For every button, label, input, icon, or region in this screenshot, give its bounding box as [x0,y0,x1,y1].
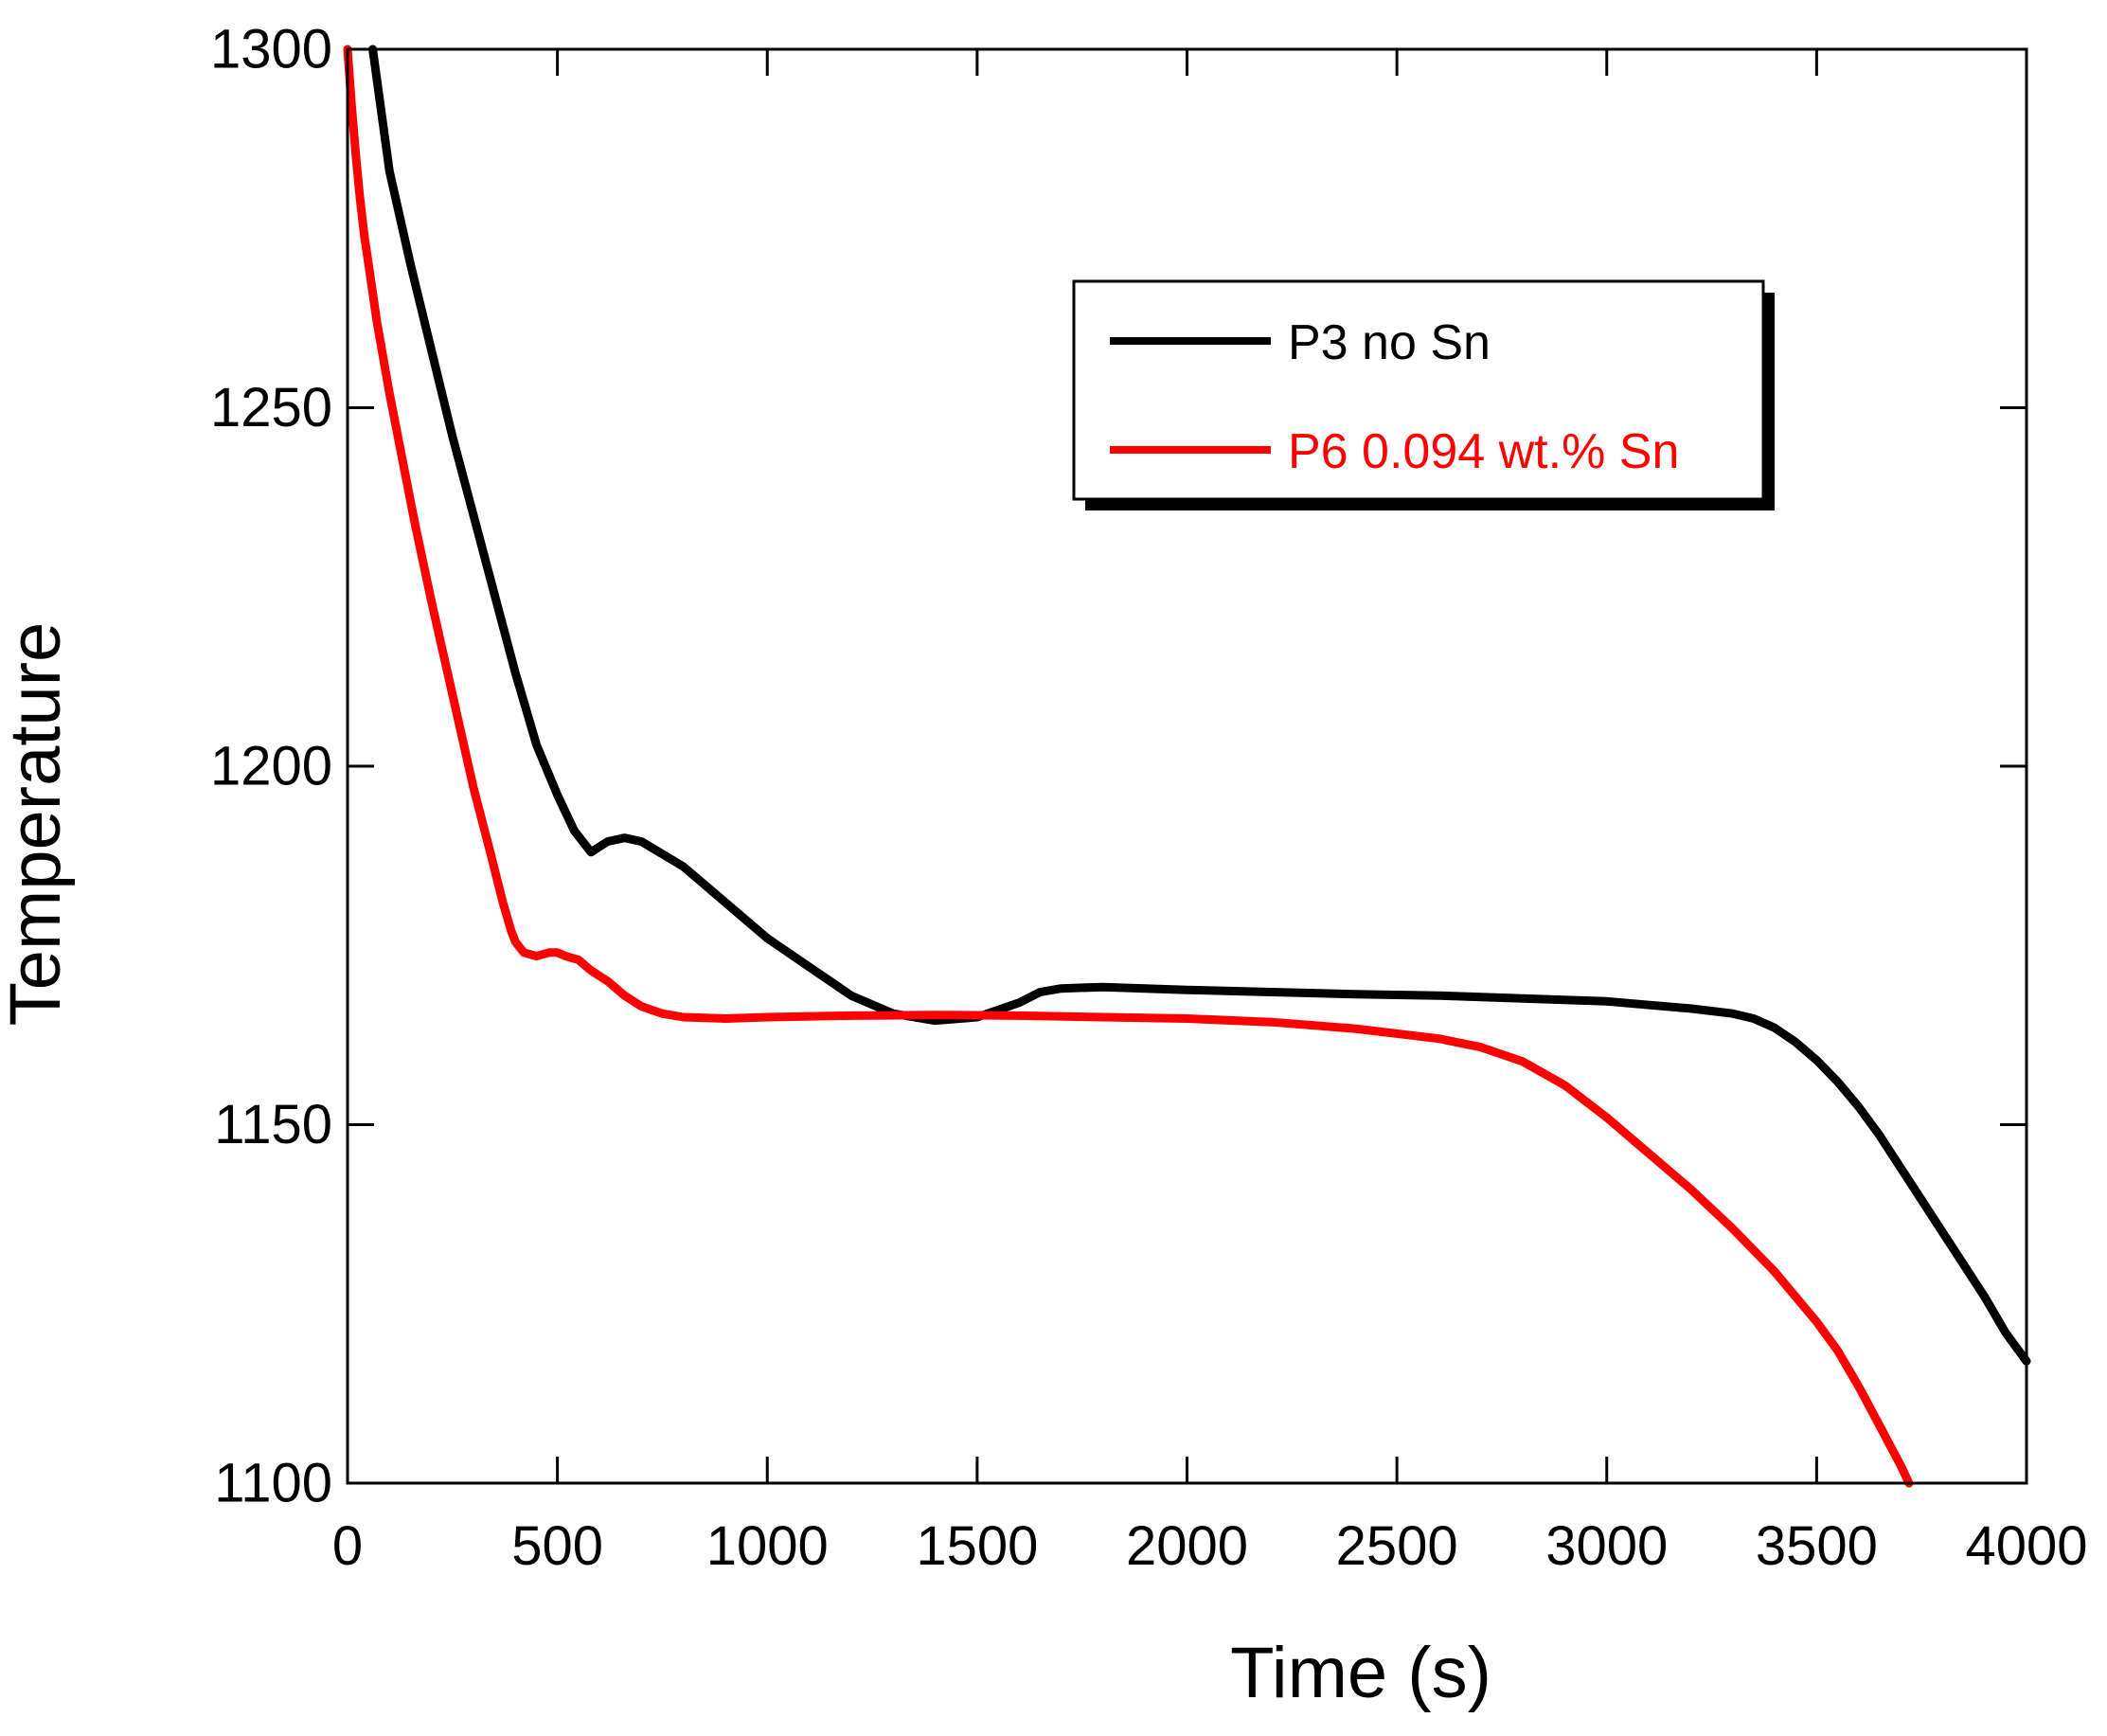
x-tick-label-6: 3000 [1545,1515,1668,1577]
tick-labels-layer: 0 500 1000 1500 2000 2500 3000 3500 4000 1100 1150… [210,19,2088,1578]
x-tick-label-7: 3500 [1756,1515,1878,1577]
x-tick-label-4: 2000 [1126,1515,1248,1577]
series-line-0 [368,45,2031,1366]
y-tick-label-3: 1250 [210,377,332,438]
y-tick-label-1: 1150 [214,1094,332,1155]
x-tick-label-0: 0 [332,1515,363,1577]
x-tick-label-5: 2500 [1336,1515,1458,1577]
series-layer [343,45,2031,1488]
legend: P3 no Sn P6 0.094 wt.% Sn [1072,279,1775,510]
legend-label-p3: P3 no Sn [1288,315,1491,370]
y-tick-label-0: 1100 [214,1453,332,1514]
series-line-1 [343,45,1914,1488]
x-tick-label-3: 1500 [916,1515,1038,1577]
y-tick-label-2: 1200 [210,736,332,797]
y-axis-label: Temperature [0,622,76,1027]
x-tick-label-2: 1000 [706,1515,829,1577]
x-axis-label: Time (s) [1230,1633,1491,1713]
y-tick-label-4: 1300 [210,19,332,81]
legend-box [1072,279,1765,501]
x-tick-label-8: 4000 [1965,1515,2087,1577]
legend-label-p6: P6 0.094 wt.% Sn [1288,424,1679,479]
plot-frame [346,47,2028,1485]
x-tick-label-1: 500 [511,1515,603,1577]
